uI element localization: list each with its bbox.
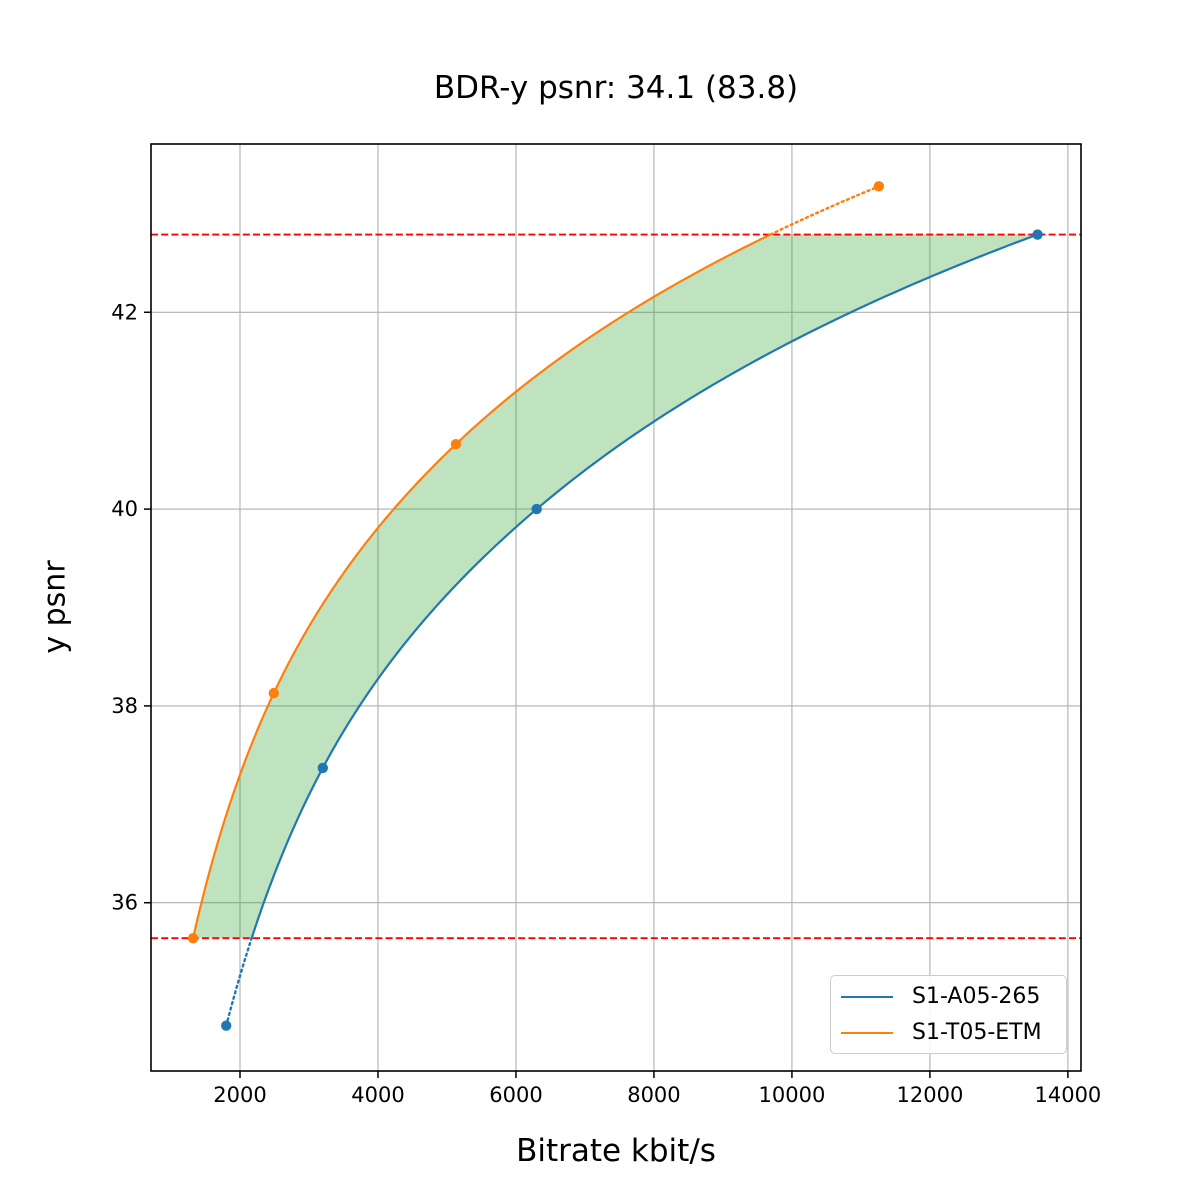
y-tick-label: 36 xyxy=(111,891,138,915)
data-point-S1-A05-265 xyxy=(221,1020,232,1031)
overlap-band xyxy=(193,234,1038,939)
data-point-S1-A05-265 xyxy=(531,503,542,515)
data-point-S1-T05-ETM xyxy=(187,932,199,944)
legend-item-S1-A05-265: S1-A05-265 xyxy=(831,979,1066,1015)
y-tick-label: 38 xyxy=(111,694,138,718)
legend-line-sample xyxy=(841,1031,893,1034)
legend-item-S1-T05-ETM: S1-T05-ETM xyxy=(831,1015,1066,1051)
x-tick-label: 10000 xyxy=(759,1083,826,1107)
legend-label: S1-T05-ETM xyxy=(912,1020,1042,1045)
legend-label: S1-A05-265 xyxy=(912,984,1041,1009)
curve-dotted-S1-T05-ETM xyxy=(769,185,881,236)
legend-line-sample xyxy=(841,995,893,998)
data-point-S1-T05-ETM xyxy=(268,687,280,699)
axes-frame xyxy=(150,143,1082,1072)
y-tick-label: 40 xyxy=(111,497,138,521)
y-tick-label: 42 xyxy=(111,300,138,324)
data-point-S1-A05-265 xyxy=(317,762,328,774)
data-point-S1-T05-ETM xyxy=(873,181,885,192)
x-tick-label: 8000 xyxy=(627,1083,680,1107)
x-tick-label: 6000 xyxy=(489,1083,542,1107)
x-tick-label: 12000 xyxy=(897,1083,964,1107)
curve-S1-A05-265 xyxy=(250,233,1038,939)
curve-S1-T05-ETM xyxy=(192,233,772,939)
x-tick-label: 14000 xyxy=(1034,1083,1101,1107)
x-axis-label: Bitrate kbit/s xyxy=(516,1133,716,1169)
x-tick-label: 2000 xyxy=(213,1083,266,1107)
legend: S1-A05-265 S1-T05-ETM xyxy=(830,975,1067,1054)
x-tick-label: 4000 xyxy=(351,1083,404,1107)
curve-dotted-S1-A05-265 xyxy=(225,936,253,1027)
data-point-S1-A05-265 xyxy=(1032,229,1043,240)
data-point-S1-T05-ETM xyxy=(450,438,462,450)
chart-title: BDR-y psnr: 34.1 (83.8) xyxy=(433,70,799,106)
